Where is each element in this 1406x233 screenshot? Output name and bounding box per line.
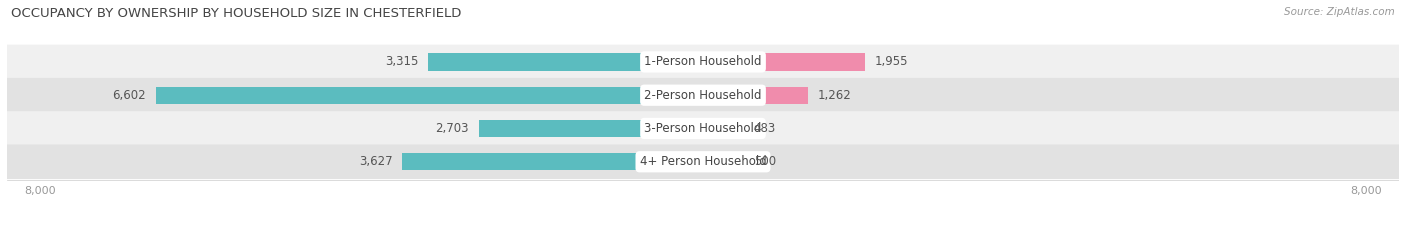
Text: 1,262: 1,262	[817, 89, 851, 102]
Bar	[703, 53, 865, 71]
Bar	[703, 86, 807, 104]
Text: 1-Person Household: 1-Person Household	[644, 55, 762, 69]
Text: 3,627: 3,627	[359, 155, 392, 168]
Bar	[479, 120, 703, 137]
Text: 500: 500	[755, 155, 776, 168]
Text: Source: ZipAtlas.com: Source: ZipAtlas.com	[1284, 7, 1395, 17]
FancyBboxPatch shape	[7, 111, 1399, 146]
FancyBboxPatch shape	[7, 78, 1399, 113]
Text: 6,602: 6,602	[112, 89, 146, 102]
Bar	[429, 53, 703, 71]
Text: 3,315: 3,315	[385, 55, 419, 69]
Text: 2,703: 2,703	[436, 122, 470, 135]
Bar	[156, 86, 703, 104]
FancyBboxPatch shape	[7, 45, 1399, 79]
Bar	[703, 120, 742, 137]
Text: 1,955: 1,955	[875, 55, 908, 69]
Text: 3-Person Household: 3-Person Household	[644, 122, 762, 135]
FancyBboxPatch shape	[7, 144, 1399, 179]
Text: 4+ Person Household: 4+ Person Household	[640, 155, 766, 168]
Text: OCCUPANCY BY OWNERSHIP BY HOUSEHOLD SIZE IN CHESTERFIELD: OCCUPANCY BY OWNERSHIP BY HOUSEHOLD SIZE…	[11, 7, 461, 20]
Bar	[402, 153, 703, 170]
Text: 483: 483	[754, 122, 775, 135]
Bar	[703, 153, 744, 170]
Text: 2-Person Household: 2-Person Household	[644, 89, 762, 102]
